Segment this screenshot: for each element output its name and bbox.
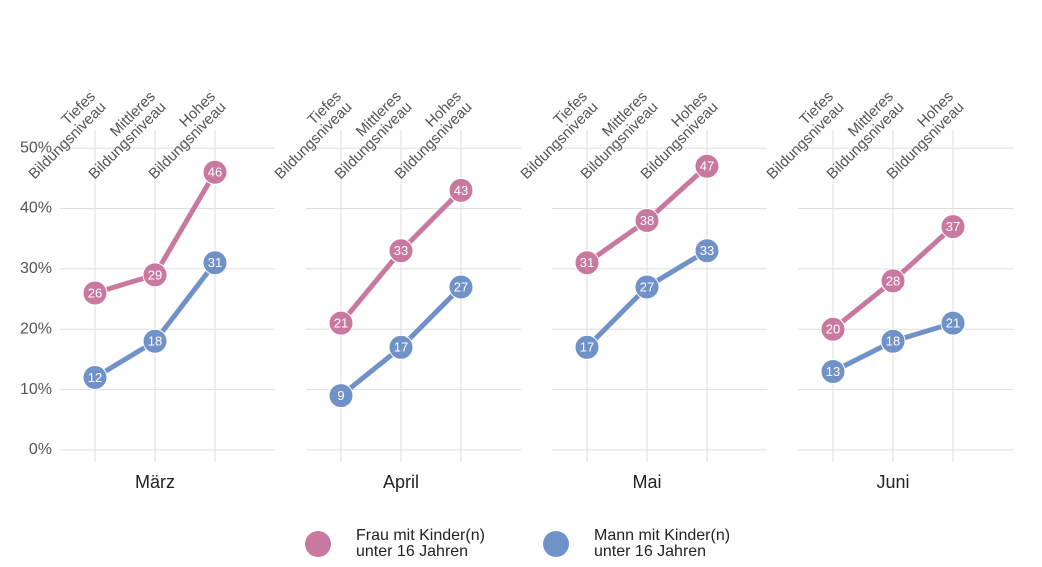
data-label: 12 bbox=[88, 370, 102, 385]
point bbox=[448, 177, 474, 203]
y-tick-label: 40% bbox=[20, 200, 52, 217]
point bbox=[574, 250, 600, 276]
point bbox=[448, 274, 474, 300]
point bbox=[142, 262, 168, 288]
point bbox=[328, 383, 354, 409]
data-label: 9 bbox=[337, 388, 344, 403]
data-label: 38 bbox=[640, 213, 654, 228]
y-tick-label: 10% bbox=[20, 381, 52, 398]
data-label: 17 bbox=[394, 340, 408, 355]
point bbox=[82, 280, 108, 306]
point bbox=[388, 334, 414, 360]
point bbox=[634, 208, 660, 234]
data-label: 17 bbox=[580, 340, 594, 355]
point bbox=[820, 316, 846, 342]
data-label: 46 bbox=[208, 165, 222, 180]
facet-title: Mai bbox=[632, 472, 661, 492]
legend-swatch bbox=[543, 531, 569, 557]
data-label: 43 bbox=[454, 183, 468, 198]
data-label: 31 bbox=[580, 255, 594, 270]
data-label: 31 bbox=[208, 255, 222, 270]
legend-swatch bbox=[305, 531, 331, 557]
data-label: 29 bbox=[148, 267, 162, 282]
data-label: 18 bbox=[886, 334, 900, 349]
data-label: 20 bbox=[826, 322, 840, 337]
data-label: 28 bbox=[886, 273, 900, 288]
point bbox=[880, 328, 906, 354]
data-label: 33 bbox=[700, 243, 714, 258]
point bbox=[202, 159, 228, 185]
y-tick-label: 30% bbox=[20, 260, 52, 277]
point bbox=[328, 310, 354, 336]
y-tick-label: 50% bbox=[20, 139, 52, 156]
y-tick-label: 20% bbox=[20, 320, 52, 337]
data-label: 21 bbox=[946, 316, 960, 331]
y-tick-label: 0% bbox=[29, 441, 52, 458]
data-label: 27 bbox=[640, 279, 654, 294]
point bbox=[388, 238, 414, 264]
point bbox=[82, 364, 108, 390]
point bbox=[820, 358, 846, 384]
point bbox=[940, 214, 966, 240]
point bbox=[574, 334, 600, 360]
data-label: 33 bbox=[394, 243, 408, 258]
facet-title: Juni bbox=[876, 472, 909, 492]
point bbox=[880, 268, 906, 294]
data-label: 37 bbox=[946, 219, 960, 234]
data-label: 13 bbox=[826, 364, 840, 379]
data-label: 27 bbox=[454, 279, 468, 294]
legend-label: Mann mit Kinder(n) unter 16 Jahren bbox=[594, 527, 731, 560]
point bbox=[694, 153, 720, 179]
facet-title: März bbox=[135, 472, 175, 492]
data-label: 47 bbox=[700, 159, 714, 174]
point bbox=[142, 328, 168, 354]
point bbox=[634, 274, 660, 300]
data-label: 26 bbox=[88, 285, 102, 300]
point bbox=[694, 238, 720, 264]
legend-label: Frau mit Kinder(n) unter 16 Jahren bbox=[356, 527, 485, 560]
point bbox=[940, 310, 966, 336]
facet-title: April bbox=[383, 472, 419, 492]
data-label: 21 bbox=[334, 316, 348, 331]
point bbox=[202, 250, 228, 276]
data-label: 18 bbox=[148, 334, 162, 349]
